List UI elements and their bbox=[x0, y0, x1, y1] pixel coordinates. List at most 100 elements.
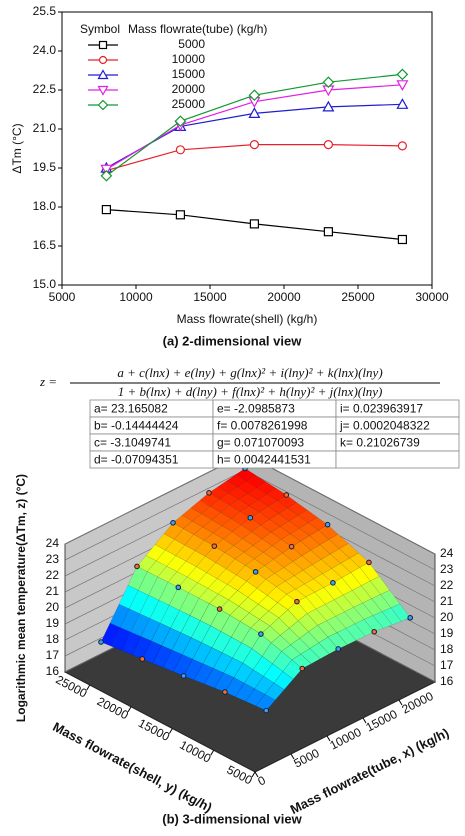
z-tick-label: 22 bbox=[46, 568, 60, 582]
z-tick-label: 23 bbox=[440, 562, 454, 576]
marker bbox=[100, 169, 113, 182]
surface-patch bbox=[310, 544, 331, 560]
data-point bbox=[294, 598, 300, 605]
data-point bbox=[252, 569, 259, 575]
surface-patch bbox=[255, 694, 276, 711]
surface-patch bbox=[327, 632, 348, 650]
x-tick-label: 5000 bbox=[49, 290, 76, 304]
x-tick-label: 30000 bbox=[415, 290, 449, 304]
z-tick-label: 21 bbox=[46, 584, 60, 598]
y-tick-label: 22.5 bbox=[33, 82, 57, 96]
marker bbox=[322, 100, 335, 112]
marker bbox=[323, 227, 333, 237]
coefficient: e= -2.0985873 bbox=[217, 402, 295, 416]
marker bbox=[396, 68, 409, 81]
surface-patch bbox=[121, 631, 142, 655]
y-axis-label: ΔTm (°C) bbox=[10, 123, 24, 173]
surface-patch bbox=[298, 522, 319, 536]
surface-patch bbox=[182, 637, 202, 660]
coefficient: a= 23.165082 bbox=[94, 402, 168, 416]
surface-patch bbox=[264, 682, 285, 701]
surface-patch bbox=[262, 545, 283, 560]
surface-patch bbox=[266, 488, 287, 501]
surface-patch bbox=[341, 572, 362, 591]
surface-patch bbox=[371, 594, 392, 612]
legend-label: 25000 bbox=[172, 97, 206, 111]
marker bbox=[174, 115, 187, 128]
surface-patch bbox=[305, 591, 326, 610]
z-tick-label: 17 bbox=[440, 658, 454, 672]
y-tick-label: 18.0 bbox=[33, 199, 57, 213]
surface-patch bbox=[291, 653, 312, 669]
marker bbox=[175, 210, 185, 220]
surface-patch bbox=[146, 560, 168, 578]
data-point bbox=[180, 673, 187, 679]
surface-patch bbox=[177, 576, 198, 594]
data-point bbox=[216, 606, 223, 612]
marker bbox=[323, 140, 333, 150]
y-tick bbox=[210, 750, 215, 756]
z-tick-label: 17 bbox=[46, 648, 60, 662]
data-point bbox=[299, 665, 306, 672]
marker bbox=[100, 164, 113, 176]
x-tick bbox=[254, 771, 259, 778]
x-tick-label: 0 bbox=[255, 773, 268, 789]
z-tick-label: 18 bbox=[440, 642, 454, 656]
coefficient: i= 0.023963917 bbox=[340, 402, 423, 416]
surface-patch bbox=[313, 573, 334, 588]
y-tick-label: 19.5 bbox=[33, 160, 57, 174]
z-tick-label: 24 bbox=[46, 536, 60, 550]
x-axis-label: Mass flowrate(shell) (kg/h) bbox=[177, 312, 318, 326]
surface-patch bbox=[208, 593, 229, 610]
marker bbox=[322, 76, 335, 89]
legend-label: 15000 bbox=[172, 67, 206, 81]
surface-patch bbox=[309, 529, 330, 546]
marker bbox=[397, 141, 407, 151]
x-tick-label: 10000 bbox=[119, 290, 153, 304]
data-point bbox=[263, 707, 270, 714]
data-point bbox=[330, 580, 336, 586]
surface-patch bbox=[152, 645, 173, 668]
x-tick bbox=[362, 717, 367, 724]
coefficient: g= 0.071070093 bbox=[217, 436, 304, 450]
plot-frame bbox=[61, 11, 433, 286]
surface-patch bbox=[274, 567, 295, 582]
data-point bbox=[335, 646, 342, 652]
x-tick-label: 15000 bbox=[193, 290, 227, 304]
surface-patch bbox=[287, 502, 308, 516]
coefficient: k= 0.21026739 bbox=[340, 436, 420, 450]
data-point bbox=[324, 521, 331, 528]
z-tick-label: 19 bbox=[440, 626, 454, 640]
z-tick-label: 16 bbox=[46, 664, 60, 678]
surface-patch bbox=[372, 611, 393, 629]
legend-marker bbox=[98, 40, 108, 50]
marker bbox=[249, 140, 259, 150]
data-point bbox=[206, 490, 212, 496]
data-point bbox=[139, 656, 146, 662]
coefficient: c= -3.1049741 bbox=[94, 436, 171, 450]
surface-patch bbox=[390, 603, 411, 622]
x-tick-label: 25000 bbox=[341, 290, 375, 304]
marker bbox=[396, 80, 409, 92]
data-point bbox=[247, 514, 254, 521]
coefficient: f= 0.0078261998 bbox=[217, 419, 308, 433]
surface-patch bbox=[173, 654, 193, 677]
z-tick-label: 22 bbox=[440, 578, 454, 592]
legend-title: Symbol bbox=[80, 22, 120, 36]
marker bbox=[396, 98, 409, 109]
data-point bbox=[211, 543, 218, 549]
marker bbox=[101, 205, 112, 215]
equation-denominator: 1 + b(lnx) + d(lny) + f(lnx)² + h(lny)² … bbox=[118, 384, 383, 399]
data-point bbox=[98, 639, 104, 645]
surface-patch bbox=[214, 672, 235, 693]
data-point bbox=[170, 520, 176, 526]
x-tick bbox=[290, 753, 295, 760]
surface-patch bbox=[282, 659, 303, 680]
coefficient: b= -0.14444424 bbox=[94, 419, 179, 433]
surface-patch bbox=[267, 500, 288, 514]
chart-caption: (a) 2-dimensional view bbox=[163, 333, 303, 348]
surface-patch bbox=[120, 608, 140, 633]
z-tick-label: 21 bbox=[440, 594, 454, 608]
data-point bbox=[283, 492, 290, 498]
